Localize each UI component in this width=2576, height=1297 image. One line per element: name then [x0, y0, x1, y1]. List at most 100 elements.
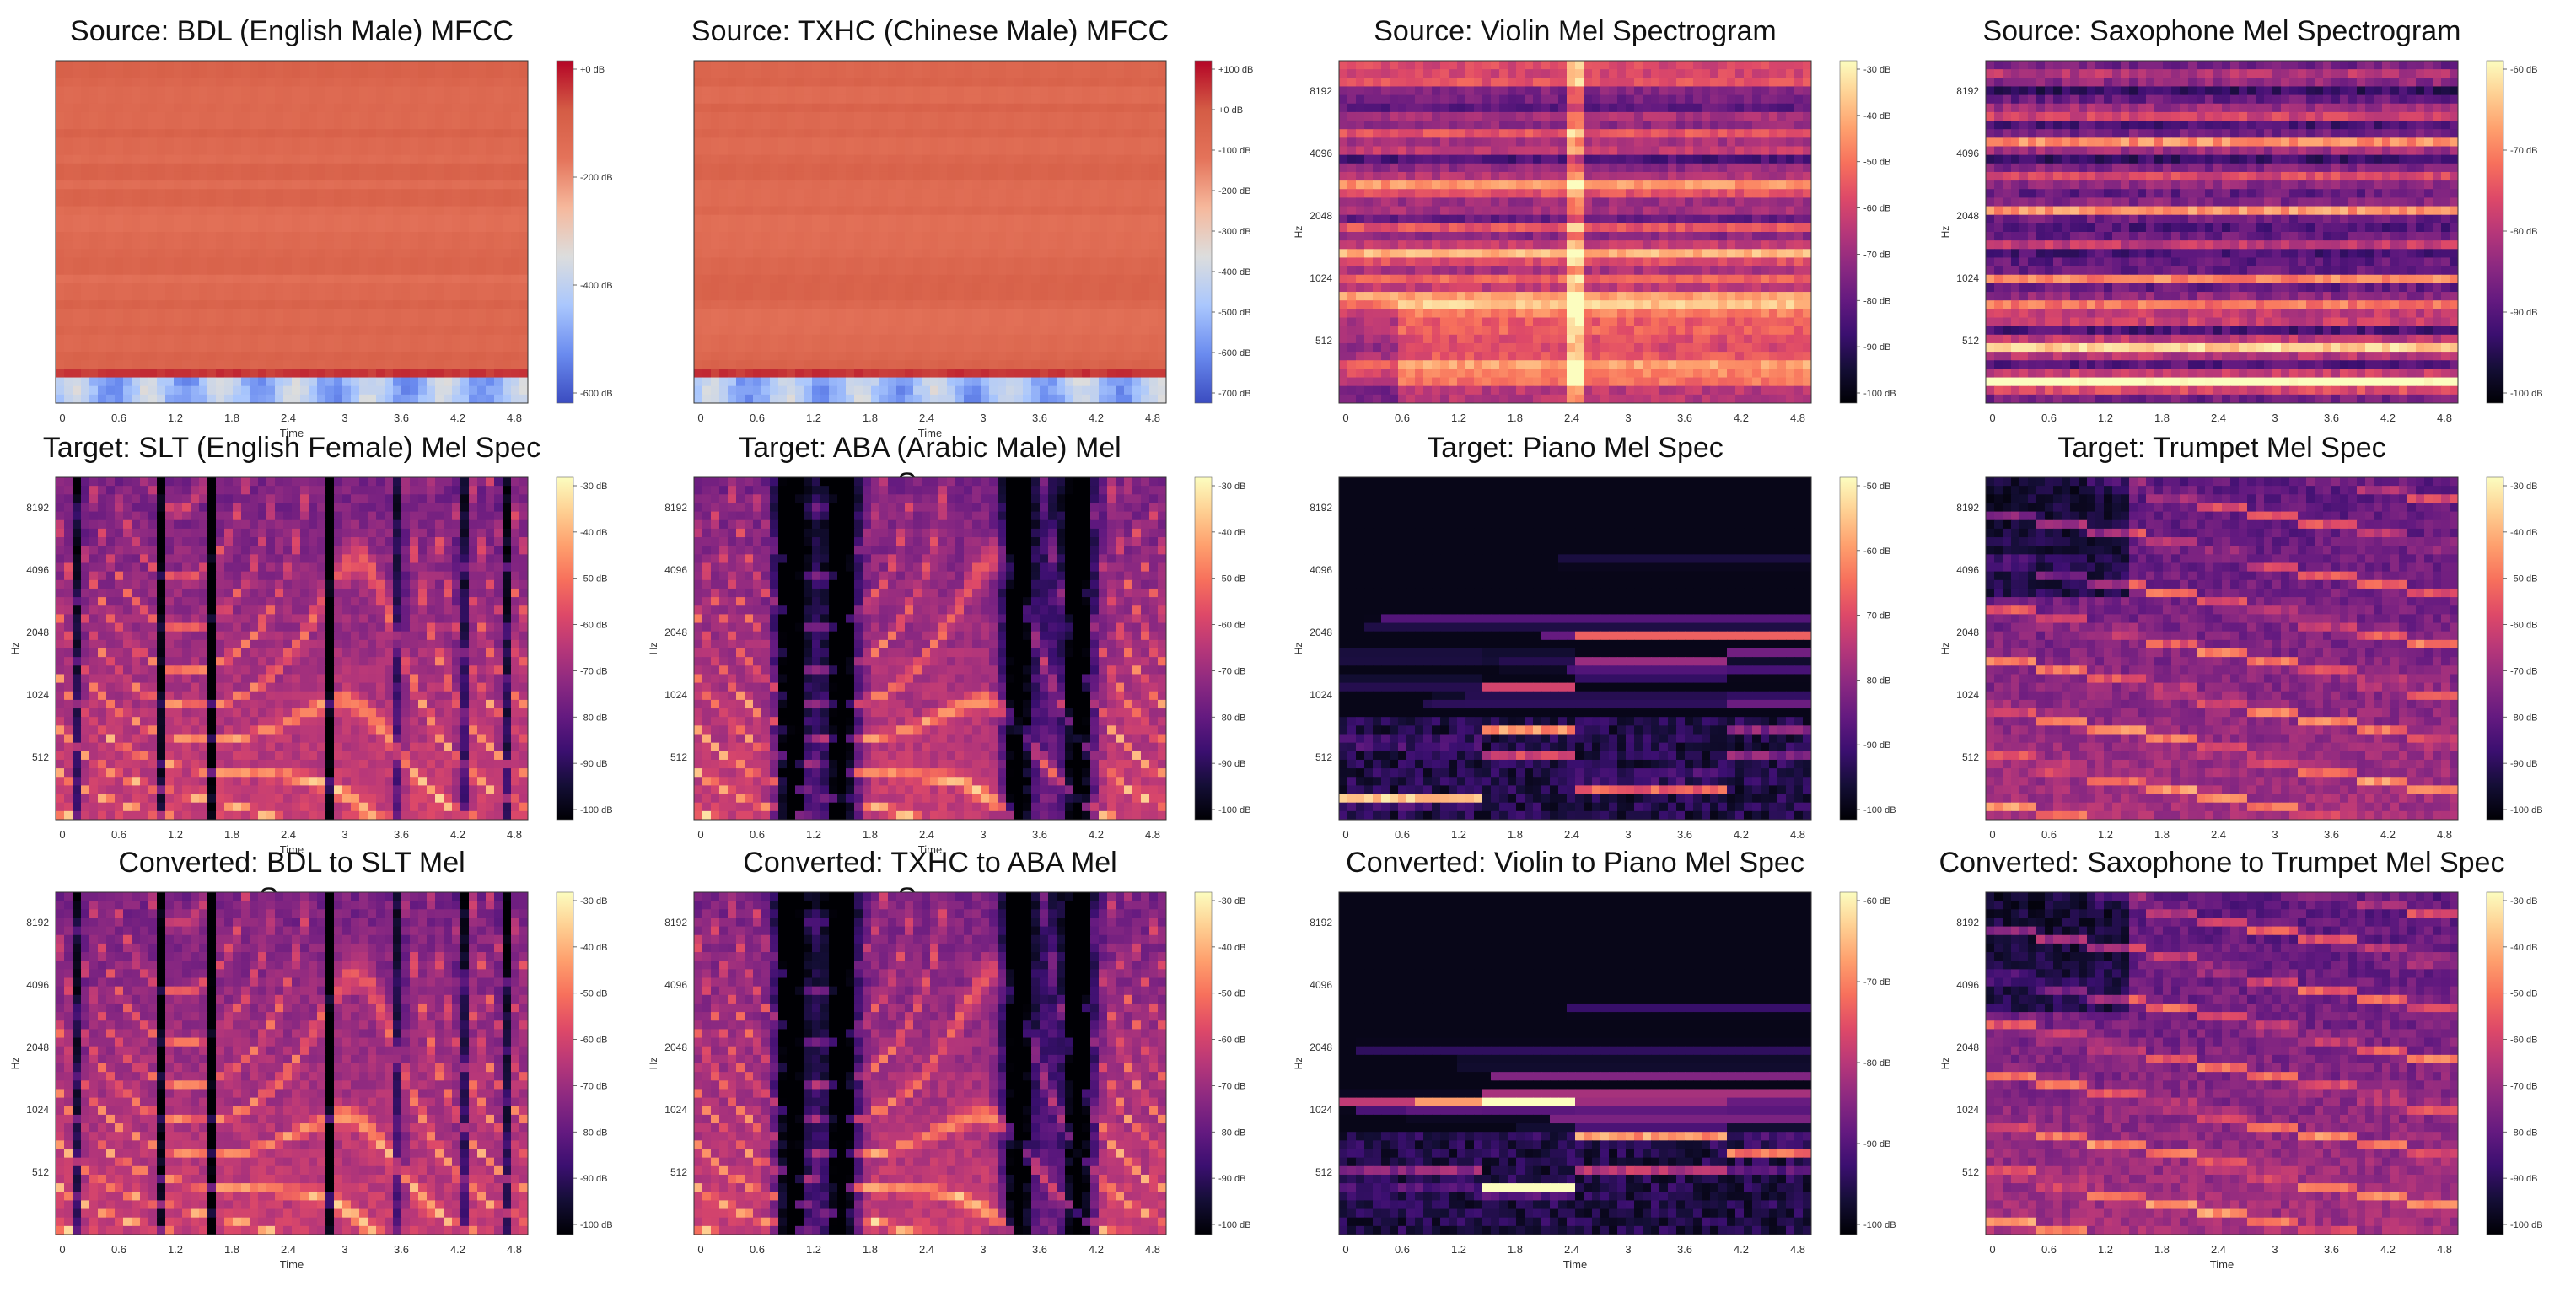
heatmap-cell: [1499, 78, 1508, 88]
heatmap-cell: [275, 317, 284, 327]
heatmap-cell: [888, 360, 897, 369]
heatmap-cell: [342, 163, 352, 173]
heatmap-cell: [81, 300, 90, 309]
heatmap-cell: [1141, 103, 1150, 113]
heatmap-cell: [418, 111, 428, 121]
heatmap-cell: [964, 61, 973, 70]
heatmap-cell: [879, 360, 889, 369]
heatmap-cell: [174, 214, 183, 224]
heatmap-cell: [787, 129, 796, 138]
heatmap-cell: [385, 283, 394, 293]
heatmap-cell: [89, 352, 99, 361]
heatmap-cell: [444, 377, 453, 387]
heatmap-cell: [460, 300, 470, 309]
heatmap-cell: [694, 121, 703, 130]
heatmap-cell: [1516, 86, 1525, 96]
heatmap-cell: [1356, 103, 1365, 113]
heatmap-cell: [157, 257, 166, 267]
heatmap-cell: [275, 352, 284, 361]
heatmap-cell: [947, 154, 956, 164]
heatmap-cell: [871, 377, 880, 387]
heatmap-cell: [938, 249, 948, 259]
heatmap-cell: [905, 94, 914, 105]
x-tick-label: 2.4: [281, 412, 296, 424]
heatmap-cell: [913, 197, 922, 207]
heatmap-cell: [1744, 61, 1753, 70]
heatmap-cell: [1090, 283, 1100, 293]
heatmap-cell: [972, 121, 981, 130]
heatmap-cell: [182, 154, 191, 164]
heatmap-cell: [1347, 111, 1357, 121]
heatmap-cell: [494, 86, 503, 96]
heatmap-cell: [1132, 121, 1142, 130]
heatmap-cell: [711, 111, 720, 121]
heatmap-cell: [275, 240, 284, 250]
heatmap-cell: [1048, 300, 1057, 309]
heatmap-cell: [486, 103, 495, 113]
heatmap-cell: [106, 163, 116, 173]
heatmap-cell: [837, 121, 847, 130]
heatmap-cell: [444, 61, 453, 70]
heatmap-cell: [1048, 377, 1057, 387]
heatmap-cell: [1099, 86, 1108, 96]
heatmap-cell: [275, 146, 284, 156]
heatmap-cell: [233, 111, 242, 121]
heatmap-cell: [241, 274, 250, 284]
heatmap-cell: [1065, 206, 1074, 216]
heatmap-cell: [182, 214, 191, 224]
heatmap-cell: [1158, 154, 1166, 164]
heatmap-cell: [1769, 94, 1778, 105]
heatmap-cell: [191, 180, 200, 190]
heatmap-cell: [511, 69, 520, 78]
heatmap-cell: [519, 189, 528, 198]
heatmap-cell: [955, 274, 965, 284]
heatmap-cell: [157, 223, 166, 233]
heatmap-cell: [871, 154, 880, 164]
heatmap-cell: [460, 94, 470, 105]
heatmap-cell: [410, 69, 419, 78]
heatmap-cell: [778, 334, 788, 344]
heatmap-cell: [418, 232, 428, 241]
heatmap-cell: [401, 352, 411, 361]
heatmap-cell: [106, 61, 116, 70]
heatmap-cell: [191, 69, 200, 78]
heatmap-cell: [157, 300, 166, 309]
heatmap-cell: [418, 352, 428, 361]
heatmap-cell: [503, 352, 512, 361]
heatmap-cell: [148, 180, 158, 190]
heatmap-cell: [1132, 257, 1142, 267]
heatmap-cell: [233, 146, 242, 156]
heatmap-cell: [1132, 171, 1142, 181]
heatmap-cell: [157, 266, 166, 276]
heatmap-cell: [469, 257, 478, 267]
heatmap-cell: [1516, 121, 1525, 130]
heatmap-cell: [1065, 171, 1074, 181]
heatmap-cell: [694, 69, 703, 78]
heatmap-cell: [1508, 94, 1517, 105]
heatmap-cell: [64, 249, 73, 259]
heatmap-cell: [1651, 69, 1660, 78]
heatmap-cell: [972, 69, 981, 78]
heatmap-cell: [1141, 189, 1150, 198]
heatmap-cell: [233, 189, 242, 198]
heatmap-cell: [719, 86, 729, 96]
heatmap-cell: [804, 78, 813, 88]
heatmap-cell: [359, 249, 368, 259]
heatmap-cell: [972, 189, 981, 198]
heatmap-cell: [1761, 78, 1770, 88]
heatmap-cell: [1364, 111, 1374, 121]
heatmap-cell: [787, 86, 796, 96]
heatmap-cell: [1132, 274, 1142, 284]
heatmap-cell: [368, 309, 377, 319]
heatmap-cell: [719, 257, 729, 267]
heatmap-cell: [1550, 94, 1559, 105]
heatmap-cell: [1124, 342, 1133, 353]
heatmap-cell: [1584, 121, 1593, 130]
heatmap-cell: [174, 69, 183, 78]
heatmap-cell: [1149, 180, 1159, 190]
heatmap-cell: [846, 342, 855, 353]
heatmap-cell: [241, 360, 250, 369]
heatmap-cell: [1567, 94, 1576, 105]
heatmap-cell: [351, 240, 360, 250]
heatmap-cell: [359, 300, 368, 309]
